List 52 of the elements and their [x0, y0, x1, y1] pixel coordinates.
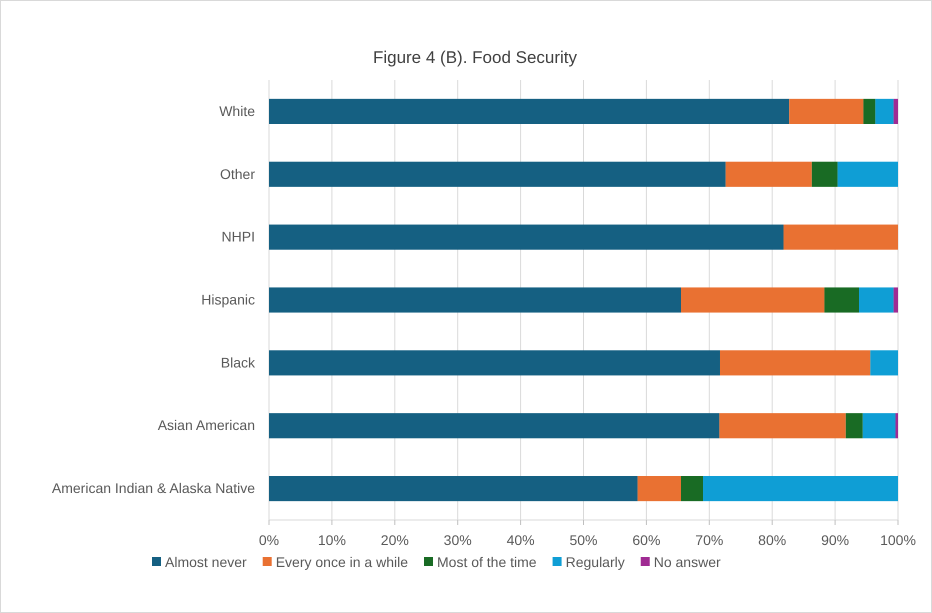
legend-label: No answer: [654, 554, 721, 570]
bar: [726, 162, 812, 187]
x-tick-label: 100%: [880, 532, 916, 548]
bar: [269, 413, 720, 438]
bar: [846, 413, 863, 438]
bar: [838, 162, 898, 187]
x-tick-label: 30%: [444, 532, 472, 548]
y-tick-label: Hispanic: [201, 291, 255, 308]
y-tick-label: American Indian & Alaska Native: [52, 480, 256, 496]
y-tick-label: Asian American: [158, 417, 255, 434]
bar: [269, 224, 784, 250]
bar: [719, 413, 846, 438]
x-tick-label: 40%: [506, 532, 535, 548]
bar: [875, 98, 894, 124]
bar: [269, 350, 720, 376]
bar: [784, 224, 898, 250]
bar: [638, 476, 681, 502]
y-tick-label: NHPI: [222, 228, 255, 245]
bar: [863, 98, 876, 124]
bar: [870, 350, 898, 376]
y-tick-label: Other: [220, 166, 256, 182]
bar: [269, 162, 726, 187]
bar: [894, 287, 898, 313]
bar: [680, 476, 704, 502]
bar: [862, 413, 896, 438]
bar: [789, 98, 864, 124]
bar: [680, 287, 824, 313]
x-tick-label: 90%: [821, 532, 850, 548]
y-tick-label: White: [219, 102, 256, 119]
bar: [895, 413, 898, 438]
x-tick-label: 0%: [258, 532, 280, 548]
bar: [812, 162, 838, 187]
y-tick-label: Black: [220, 354, 256, 370]
legend-label: Regularly: [566, 554, 625, 570]
x-tick-label: 10%: [318, 532, 346, 548]
chart-title: Figure 4 (B). Food Security: [372, 48, 578, 67]
bar: [269, 476, 638, 502]
bar: [894, 98, 898, 124]
x-tick-label: 20%: [380, 532, 409, 548]
legend-label: Almost never: [165, 554, 248, 570]
legend-label: Every once in a while: [276, 554, 408, 570]
x-tick-label: 80%: [758, 532, 786, 548]
bar: [269, 98, 790, 124]
bar: [703, 476, 898, 502]
x-tick-label: 60%: [632, 532, 660, 548]
legend-label: Most of the time: [437, 554, 537, 570]
bar: [720, 350, 870, 376]
bar: [269, 287, 681, 313]
bar: [859, 287, 894, 313]
x-tick-label: 70%: [695, 532, 724, 548]
bar: [824, 287, 859, 313]
x-tick-label: 50%: [569, 532, 598, 548]
